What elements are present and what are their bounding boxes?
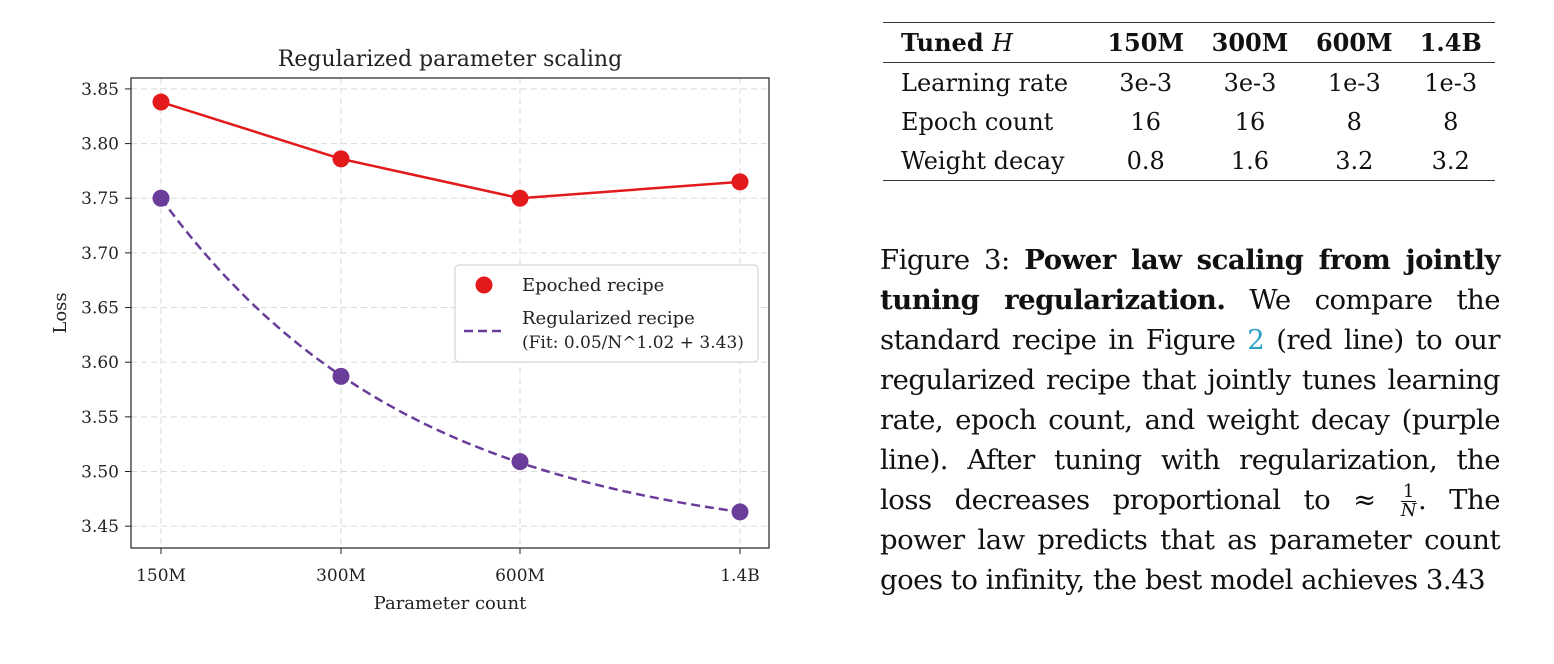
table-col-600m: 600M [1315,28,1393,57]
data-point-epoched [731,173,749,191]
chart-title: Regularized parameter scaling [278,47,622,72]
x-axis-title: Parameter count [374,593,527,614]
x-tick-label: 1.4B [720,566,760,586]
table-cell: 3e-3 [1223,68,1277,97]
table-cell: 3e-3 [1119,68,1173,97]
legend-label-regularized: Regularized recipe [522,308,695,329]
series-layer [152,93,749,521]
y-tick-label: 3.55 [81,408,119,428]
table-cell: 8 [1443,107,1459,136]
legend-label-fit: (Fit: 0.05/N^1.02 + 3.43) [522,333,744,353]
plot-frame [130,77,770,549]
table-row: Weight decay 0.8 1.6 3.2 3.2 [883,141,1495,181]
data-point-regularized [152,189,170,207]
table-cell: 16 [1130,107,1161,136]
y-tick-label: 3.60 [81,353,119,373]
table-cell: 1e-3 [1327,68,1381,97]
y-tick-label: 3.85 [81,80,119,100]
row-label: Learning rate [901,68,1069,97]
data-point-regularized [332,367,350,385]
table-cell: 16 [1234,107,1266,136]
fraction-numerator: 1 [1400,483,1416,502]
figure-label: Figure 3: [880,244,1010,276]
y-tick-label: 3.70 [81,244,119,264]
table-cell: 3.2 [1431,146,1470,175]
caption-text-1: We compare the standard recipe in Figure [880,284,1501,356]
x-tick-label: 150M [136,566,186,586]
row-label: Weight decay [901,146,1065,175]
table-col-300m: 300M [1211,28,1289,57]
x-tick-label: 600M [495,566,545,586]
table-header-var: H [991,29,1013,57]
table-cell: 0.8 [1126,146,1165,175]
legend-label-epoched: Epoched recipe [522,275,664,296]
table-cell: 3.2 [1335,146,1374,175]
figure-reference-link[interactable]: 2 [1247,324,1265,356]
table-row: Learning rate 3e-3 3e-3 1e-3 1e-3 [883,63,1495,103]
table-row: Epoch count 16 16 8 8 [883,102,1495,141]
table-col-150m: 150M [1107,28,1185,57]
data-point-regularized [731,503,749,521]
y-axis-title: Loss [50,292,71,333]
series-line-epoched [160,100,741,200]
table-header-label: Tuned H [901,28,1013,57]
table-cell: 1.6 [1230,146,1270,175]
table-col-1.4b: 1.4B [1419,28,1482,57]
data-point-epoched [511,189,529,207]
legend-box [454,264,759,363]
row-label: Epoch count [901,107,1054,136]
table-cell: 8 [1346,107,1362,136]
table-cell: 1e-3 [1424,68,1478,97]
caption-text-2: (red line) to our regularized recipe tha… [880,324,1501,516]
fraction-denominator: N [1400,500,1417,521]
y-tick-label: 3.50 [81,462,119,482]
y-tick-label: 3.80 [81,135,119,155]
table-header-row: Tuned H 150M 300M 600M 1.4B [883,22,1495,63]
caption-title: Power law scaling from jointly tuning re… [880,244,1500,316]
axis-ticks: 3.45 3.50 3.55 3.60 3.65 3.70 3.75 3.80 3.85 150M… [81,80,760,586]
data-point-regularized [511,453,529,471]
series-fit-curve-regularized [159,197,741,514]
x-tick-label: 300M [316,566,366,586]
legend-marker-epoched [475,276,493,294]
y-tick-label: 3.65 [81,299,119,319]
loss-scaling-chart: Regularized parameter scaling 3.453.503.… [50,47,770,614]
caption-text-3: . The power law predicts that as paramet… [880,484,1501,596]
data-point-epoched [152,93,170,111]
y-tick-label: 3.45 [81,517,119,537]
figure-caption: Figure 3: Power law scaling from jointly… [880,240,1501,600]
legend: Epoched recipe Regularized recipe (Fit: … [454,264,759,363]
y-tick-label: 3.75 [81,189,119,209]
hyperparameter-table: Tuned H 150M 300M 600M 1.4B Learning rat… [883,22,1495,181]
data-point-epoched [332,150,350,168]
